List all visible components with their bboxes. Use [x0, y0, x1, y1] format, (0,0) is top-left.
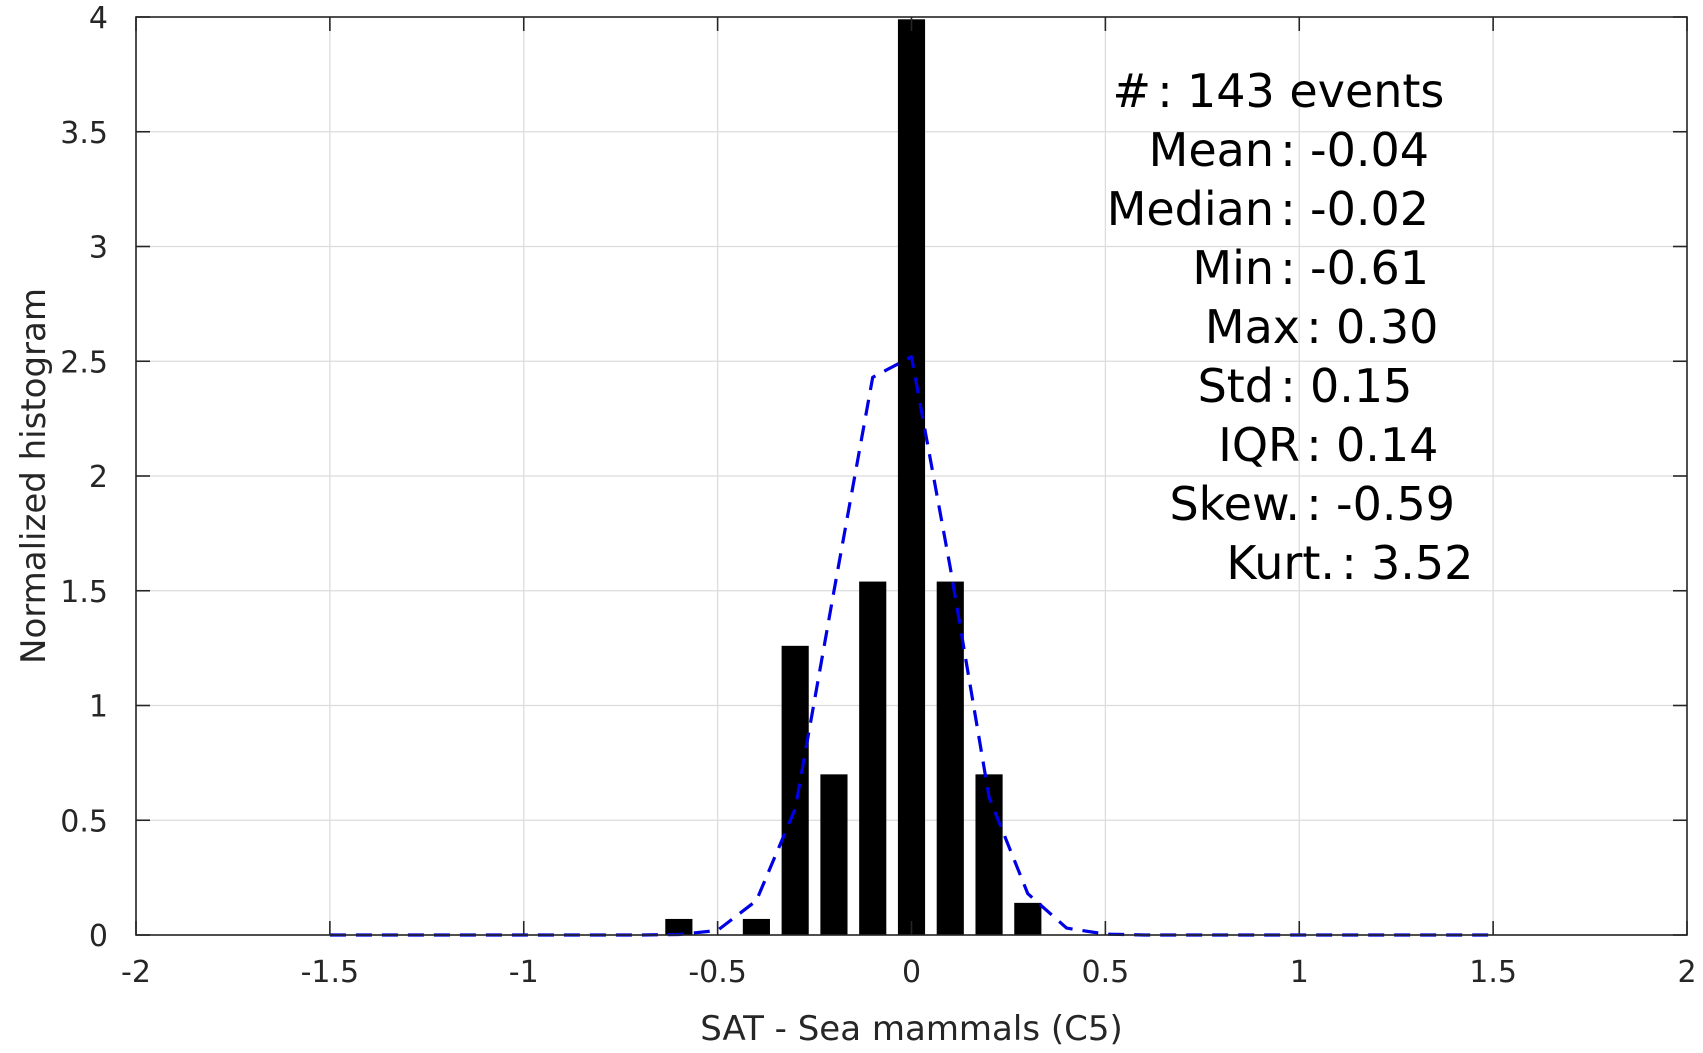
histogram-bar	[781, 645, 809, 935]
x-axis-ticks: -2 -1.5 -1 -0.5 0 0.5 1 1.5 2	[121, 17, 1697, 990]
stat-value: 0.14	[1336, 418, 1438, 472]
stat-value: 0.15	[1310, 359, 1412, 413]
y-tick-label: 4	[89, 1, 108, 36]
stat-label: #	[1112, 64, 1151, 118]
stat-label: Median	[1107, 182, 1274, 236]
y-tick-label: 3.5	[60, 116, 108, 151]
stat-separator: :	[1306, 477, 1322, 531]
y-axis-label: Normalized histogram	[14, 288, 54, 664]
stat-value: -0.04	[1310, 123, 1429, 177]
y-tick-label: 1.5	[60, 575, 108, 610]
stat-separator: :	[1306, 300, 1322, 354]
x-tick-label: 0.5	[1082, 955, 1130, 990]
stat-separator: :	[1280, 123, 1296, 177]
stat-value: -0.61	[1310, 241, 1429, 295]
stat-value: -0.59	[1336, 477, 1455, 531]
x-tick-label: 1	[1290, 955, 1309, 990]
x-axis-label: SAT - Sea mammals (C5)	[700, 1009, 1123, 1049]
stat-label: Skew.	[1169, 477, 1300, 531]
stat-separator: :	[1280, 182, 1296, 236]
stat-separator: :	[1306, 418, 1322, 472]
y-tick-label: 1	[89, 690, 108, 725]
stat-label: Max	[1205, 300, 1300, 354]
stat-label: Mean	[1149, 123, 1274, 177]
stat-value: 143 events	[1187, 64, 1444, 118]
y-axis-ticks: 0 0.5 1 1.5 2 2.5 3 3.5 4	[60, 1, 1687, 954]
histogram-bar	[859, 581, 887, 935]
y-tick-label: 2	[89, 460, 108, 495]
histogram-bar	[742, 918, 770, 935]
stat-label: Kurt.	[1226, 536, 1335, 590]
y-tick-label: 2.5	[60, 345, 108, 380]
stat-separator: :	[1157, 64, 1173, 118]
stat-separator: :	[1280, 241, 1296, 295]
histogram-bar	[936, 581, 964, 935]
y-tick-label: 0	[89, 919, 108, 954]
histogram-bar	[820, 774, 848, 935]
y-tick-label: 3	[89, 231, 108, 266]
y-tick-label: 0.5	[60, 804, 108, 839]
stat-value: -0.02	[1310, 182, 1429, 236]
stat-separator: :	[1341, 536, 1357, 590]
x-tick-label: 0	[902, 955, 921, 990]
stat-value: 3.52	[1371, 536, 1473, 590]
x-tick-label: -2	[121, 955, 151, 990]
x-tick-label: -0.5	[688, 955, 747, 990]
stat-label: Std	[1198, 359, 1274, 413]
stat-value: 0.30	[1336, 300, 1438, 354]
histogram-bar	[665, 918, 693, 935]
histogram-bar	[897, 19, 926, 936]
x-tick-label: 1.5	[1469, 955, 1517, 990]
stat-label: Min	[1192, 241, 1274, 295]
stat-separator: :	[1280, 359, 1296, 413]
histogram-bars	[665, 19, 1042, 936]
stat-label: IQR	[1218, 418, 1300, 472]
histogram-bar	[1014, 902, 1042, 935]
x-tick-label: -1	[509, 955, 539, 990]
x-tick-label: -1.5	[301, 955, 360, 990]
x-tick-label: 2	[1677, 955, 1696, 990]
